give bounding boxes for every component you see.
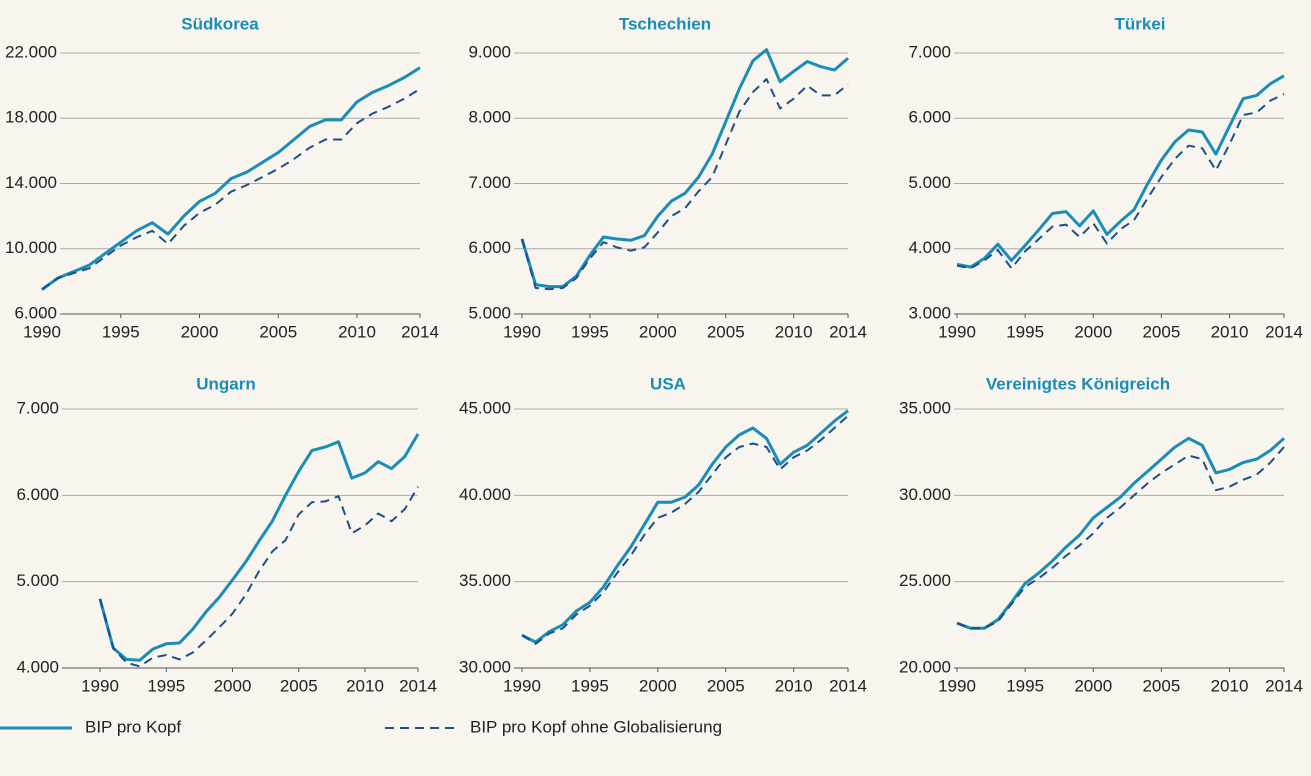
series-line: [956, 436, 1285, 630]
chart-title: Türkei: [1114, 14, 1165, 33]
x-tick-label: 1990: [503, 322, 541, 341]
chart-title: Südkorea: [181, 14, 259, 33]
y-tick-label: 14.000: [5, 173, 57, 192]
chart-title: Ungarn: [196, 374, 256, 393]
y-tick-label: 10.000: [5, 238, 57, 257]
series-line: [98, 433, 420, 662]
x-tick-label: 1990: [938, 676, 976, 695]
y-tick-label: 6.000: [14, 303, 57, 322]
y-tick-label: 22.000: [5, 42, 57, 61]
y-tick-label: 5.000: [908, 173, 951, 192]
y-tick-label: 40.000: [459, 485, 511, 504]
x-tick-label: 2005: [707, 676, 745, 695]
series-line: [41, 66, 421, 291]
x-tick-label: 1990: [23, 322, 61, 341]
chart-title: Tschechien: [619, 14, 711, 33]
x-tick-label: 2010: [775, 322, 813, 341]
y-tick-label: 35.000: [899, 398, 951, 417]
y-tick-label: 4.000: [908, 238, 951, 257]
x-tick-label: 2005: [259, 322, 297, 341]
y-tick-label: 7.000: [468, 173, 511, 192]
x-tick-label: 1990: [503, 676, 541, 695]
x-tick-label: 1990: [938, 322, 976, 341]
x-tick-label: 2014: [829, 322, 867, 341]
x-tick-label: 1995: [1006, 322, 1044, 341]
y-tick-label: 9.000: [468, 42, 511, 61]
y-tick-label: 25.000: [899, 571, 951, 590]
series-line: [41, 88, 421, 291]
x-tick-label: 1995: [102, 322, 140, 341]
series-line: [521, 409, 849, 644]
x-tick-label: 2014: [1265, 676, 1303, 695]
y-tick-label: 3.000: [908, 303, 951, 322]
x-tick-label: 2014: [1265, 322, 1303, 341]
x-tick-label: 2000: [1074, 676, 1112, 695]
legend-label: BIP pro Kopf ohne Globalisierung: [470, 717, 722, 736]
x-tick-label: 2010: [346, 676, 384, 695]
legend-label: BIP pro Kopf: [85, 717, 181, 736]
series-line: [956, 74, 1285, 269]
x-tick-label: 2014: [399, 676, 437, 695]
x-tick-label: 2010: [775, 676, 813, 695]
x-tick-label: 2005: [707, 322, 745, 341]
y-tick-label: 35.000: [459, 571, 511, 590]
y-tick-label: 20.000: [899, 657, 951, 676]
x-tick-label: 2005: [1142, 676, 1180, 695]
y-tick-label: 45.000: [459, 398, 511, 417]
x-tick-label: 2014: [401, 322, 439, 341]
y-tick-label: 4.000: [16, 657, 59, 676]
chart-title: Vereinigtes Königreich: [986, 374, 1170, 393]
x-tick-label: 2000: [214, 676, 252, 695]
chart-title: USA: [650, 374, 686, 393]
y-tick-label: 6.000: [908, 108, 951, 127]
series-line: [99, 486, 419, 668]
x-tick-label: 1990: [81, 676, 119, 695]
x-tick-label: 2010: [1211, 322, 1249, 341]
y-tick-label: 30.000: [899, 485, 951, 504]
x-tick-label: 2005: [1142, 322, 1180, 341]
series-line: [520, 48, 849, 289]
y-tick-label: 18.000: [5, 108, 57, 127]
x-tick-label: 2010: [338, 322, 376, 341]
y-tick-label: 8.000: [468, 108, 511, 127]
y-tick-label: 30.000: [459, 657, 511, 676]
x-tick-label: 2000: [639, 676, 677, 695]
series-line: [521, 78, 849, 291]
y-tick-label: 6.000: [16, 485, 59, 504]
x-tick-label: 1995: [147, 676, 185, 695]
series-line: [521, 415, 849, 645]
x-tick-label: 2005: [280, 676, 318, 695]
x-tick-label: 2010: [1211, 676, 1249, 695]
series-line: [956, 93, 1285, 270]
x-tick-label: 2000: [1074, 322, 1112, 341]
y-tick-label: 6.000: [468, 238, 511, 257]
y-tick-label: 7.000: [908, 42, 951, 61]
x-tick-label: 2014: [829, 676, 867, 695]
series-line: [956, 446, 1285, 630]
y-tick-label: 7.000: [16, 398, 59, 417]
x-tick-label: 1995: [571, 676, 609, 695]
x-tick-label: 2000: [639, 322, 677, 341]
x-tick-label: 1995: [571, 322, 609, 341]
y-tick-label: 5.000: [16, 571, 59, 590]
x-tick-label: 2000: [181, 322, 219, 341]
x-tick-label: 1995: [1006, 676, 1044, 695]
y-tick-label: 5.000: [468, 303, 511, 322]
